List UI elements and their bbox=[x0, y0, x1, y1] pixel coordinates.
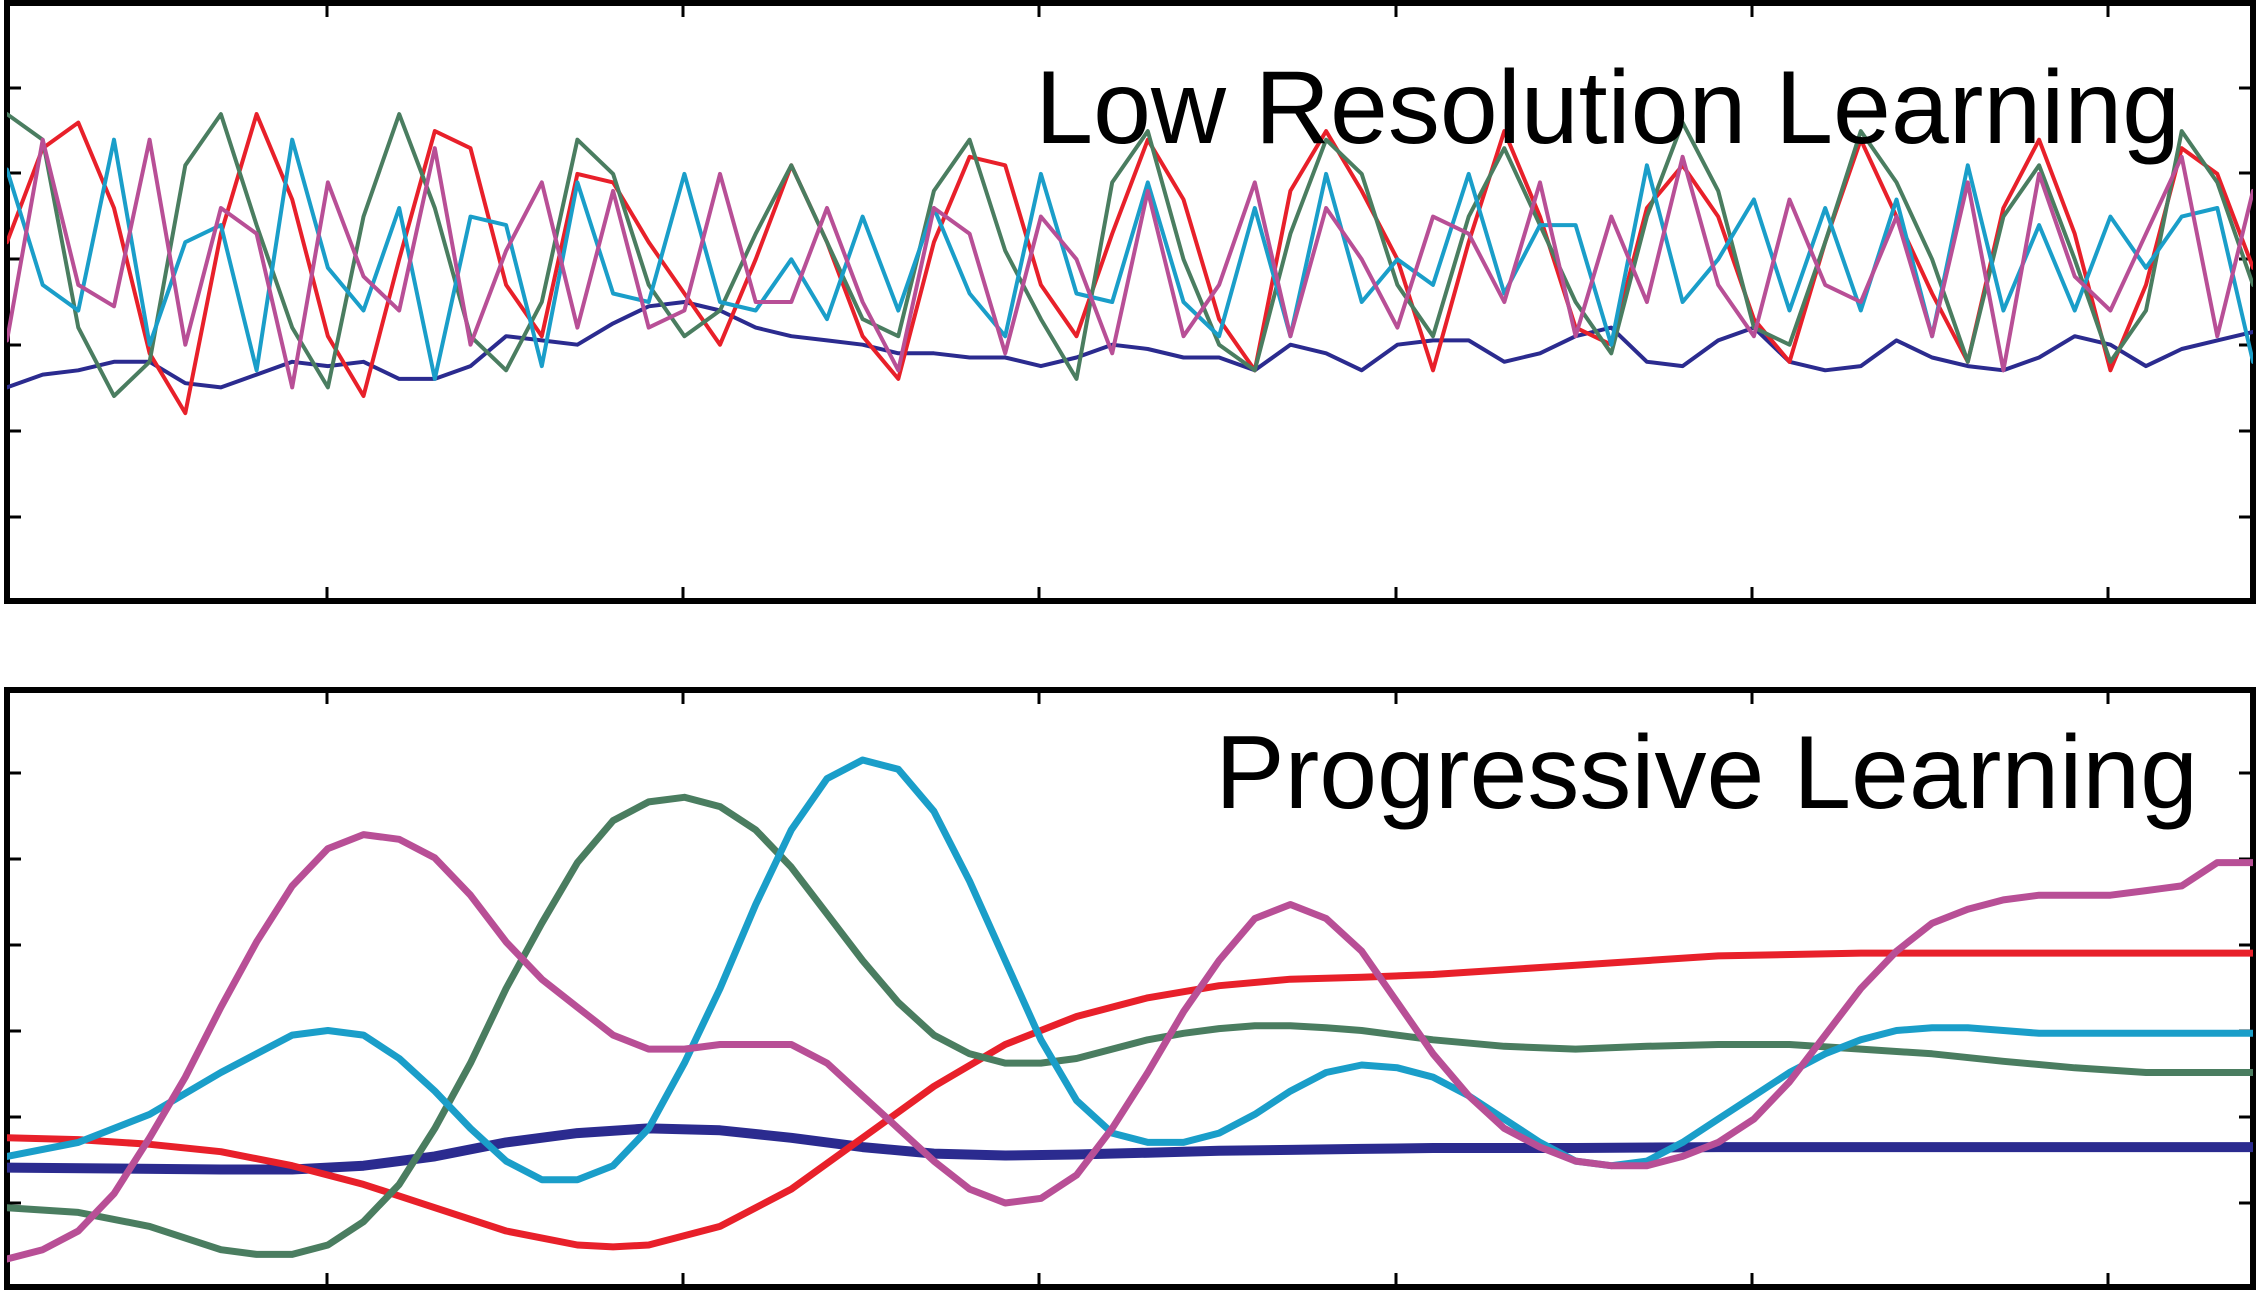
chart-title: Low Resolution Learning bbox=[1035, 50, 2180, 166]
series-line-5 bbox=[7, 137, 2253, 390]
series-line-4 bbox=[7, 756, 2253, 1184]
axis-ticks bbox=[7, 3, 2253, 601]
axis-ticks bbox=[7, 690, 2253, 1287]
panel-frame bbox=[4, 0, 2256, 604]
panel-frame bbox=[4, 687, 2256, 1290]
series-group bbox=[7, 756, 2253, 1263]
series-line-5 bbox=[7, 831, 2253, 1263]
series-line-1 bbox=[7, 1123, 2253, 1175]
series-line-2 bbox=[7, 949, 2253, 1251]
low-resolution-panel: Low Resolution Learning bbox=[4, 0, 2256, 604]
progressive-panel: Progressive Learning bbox=[4, 687, 2256, 1290]
series-line-3 bbox=[7, 112, 2253, 398]
series-line-2 bbox=[7, 112, 2253, 416]
series-line-1 bbox=[7, 300, 2253, 390]
chart-title: Progressive Learning bbox=[1215, 715, 2198, 831]
series-line-3 bbox=[7, 793, 2253, 1258]
series-group bbox=[7, 112, 2253, 416]
